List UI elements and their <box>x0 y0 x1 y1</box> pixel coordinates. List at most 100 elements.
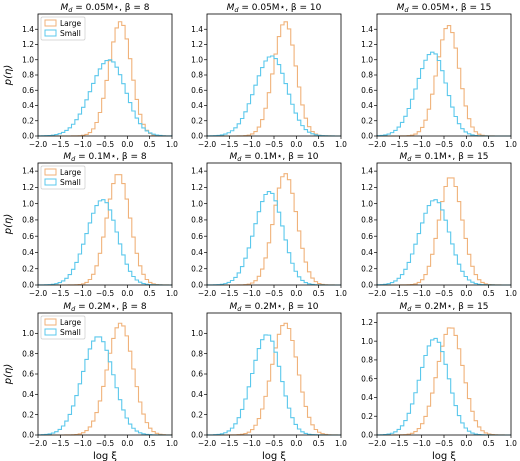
y-tick-label: 0.0 <box>361 281 373 290</box>
y-tick-label: 0.4 <box>22 101 34 110</box>
legend-swatch-small <box>44 178 57 186</box>
series-small-histogram <box>206 55 341 137</box>
y-tick-label: 0.2 <box>361 412 373 421</box>
legend-swatch-large <box>44 168 57 176</box>
x-tick-label: 0.0 <box>460 289 472 298</box>
series-large-histogram <box>377 177 511 286</box>
y-tick-label: 0.2 <box>361 116 373 125</box>
x-tick-label: 0.5 <box>313 439 325 448</box>
plot-frame <box>376 162 512 286</box>
x-tick-label: −1.5 <box>220 140 238 149</box>
y-tick-label: 0.6 <box>22 86 34 95</box>
y-tick-label: 0.2 <box>191 410 203 419</box>
x-tick-label: −1.5 <box>51 140 69 149</box>
x-tick-label: 0.0 <box>290 140 302 149</box>
x-tick-label: −2.0 <box>368 140 386 149</box>
x-tick-label: 0.0 <box>121 140 133 149</box>
legend-swatch-small <box>44 29 57 37</box>
y-tick-label: 0.8 <box>22 349 34 358</box>
x-tick-label: 0.0 <box>121 289 133 298</box>
y-tick-label: 0.6 <box>191 86 203 95</box>
y-tick-label: 0.6 <box>22 232 34 241</box>
y-tick-label: 1.0 <box>361 199 373 208</box>
y-tick-label: 1.2 <box>22 183 34 192</box>
y-tick-label: 0.6 <box>361 86 373 95</box>
x-tick-label: −1.0 <box>243 439 261 448</box>
legend-label-large: Large <box>60 318 81 327</box>
legend-label-large: Large <box>60 19 81 28</box>
legend-swatch-large <box>44 318 57 326</box>
x-tick-label: 1.0 <box>505 289 517 298</box>
y-tick-label: 0.4 <box>191 101 203 110</box>
y-tick-label: 1.4 <box>22 167 34 176</box>
y-tick-label: 1.0 <box>191 199 203 208</box>
legend-box <box>40 315 86 340</box>
x-tick-label: −2.0 <box>198 140 216 149</box>
x-tick-label: 1.0 <box>335 289 347 298</box>
x-tick-label: −1.0 <box>413 289 431 298</box>
x-tick-label: 0.0 <box>290 439 302 448</box>
y-tick-label: 0.2 <box>22 264 34 273</box>
x-tick-label: −2.0 <box>198 289 216 298</box>
y-tick-label: 1.4 <box>361 167 373 176</box>
x-tick-label: 1.0 <box>166 140 178 149</box>
x-tick-label: 0.5 <box>483 140 495 149</box>
x-tick-label: −2.0 <box>368 439 386 448</box>
x-tick-label: 1.0 <box>505 439 517 448</box>
x-tick-label: −1.5 <box>51 439 69 448</box>
panel-title: Md = 0.2M⋆, β = 10 <box>229 302 318 313</box>
x-tick-label: −1.0 <box>74 439 92 448</box>
x-tick-label: 0.5 <box>144 140 156 149</box>
y-tick-label: 1.2 <box>361 318 373 327</box>
x-tick-label: −0.5 <box>435 439 453 448</box>
series-large-histogram <box>38 322 173 436</box>
y-tick-label: 1.0 <box>22 55 34 64</box>
y-tick-label: 0.0 <box>361 132 373 141</box>
panel-4: Md = 0.1M⋆, β = 8 −2.0 −1.5 −1.0 −0.5 0.0 0.5 1… <box>3 152 178 298</box>
panel-title: Md = 0.05M⋆, β = 10 <box>227 3 322 14</box>
panel-8: Md = 0.2M⋆, β = 10 −2.0 −1.5 −1.0 −0.5 0.0 0.5… <box>191 302 347 461</box>
legend-label-small: Small <box>60 328 81 337</box>
y-tick-label: 0.0 <box>22 281 34 290</box>
y-tick-label: 0.2 <box>22 116 34 125</box>
series-large-histogram <box>207 21 341 137</box>
y-tick-label: 1.0 <box>191 329 203 338</box>
x-tick-label: 0.5 <box>144 289 156 298</box>
y-tick-label: 0.4 <box>22 248 34 257</box>
x-tick-label: 1.0 <box>166 289 178 298</box>
x-tick-label: −0.5 <box>265 439 283 448</box>
series-large-histogram <box>38 174 173 286</box>
panel-9: Md = 0.2M⋆, β = 15 −2.0 −1.5 −1.0 −0.5 0.0 0.5… <box>361 302 517 461</box>
x-tick-label: 0.5 <box>144 439 156 448</box>
y-tick-label: 0.0 <box>22 431 34 440</box>
y-tick-label: 0.8 <box>361 356 373 365</box>
series-small-histogram <box>37 336 172 436</box>
y-tick-label: 0.0 <box>191 281 203 290</box>
panel-title: Md = 0.1M⋆, β = 8 <box>63 152 147 163</box>
plot-frame <box>206 312 342 436</box>
x-tick-label: −1.0 <box>74 289 92 298</box>
y-tick-label: 0.8 <box>361 216 373 225</box>
y-tick-label: 0.6 <box>191 370 203 379</box>
y-tick-label: 0.4 <box>191 248 203 257</box>
y-tick-label: 1.4 <box>361 25 373 34</box>
x-tick-label: −1.0 <box>243 140 261 149</box>
y-tick-label: 0.4 <box>191 390 203 399</box>
x-tick-label: −0.5 <box>96 140 114 149</box>
x-tick-label: −2.0 <box>29 439 47 448</box>
panel-3: Md = 0.05M⋆, β = 15 −2.0 −1.5 −1.0 −0.5 0.0 0.… <box>361 3 517 149</box>
x-tick-label: 0.0 <box>121 439 133 448</box>
y-tick-label: 1.0 <box>361 55 373 64</box>
y-tick-label: 0.6 <box>191 232 203 241</box>
y-tick-label: 1.0 <box>22 199 34 208</box>
y-tick-label: 0.4 <box>361 393 373 402</box>
panel-6: Md = 0.1M⋆, β = 15 −2.0 −1.5 −1.0 −0.5 0.0 0.5… <box>361 152 517 298</box>
y-tick-label: 1.2 <box>361 183 373 192</box>
plot-frame <box>206 13 342 137</box>
y-tick-label: 0.0 <box>191 431 203 440</box>
x-tick-label: −1.5 <box>220 439 238 448</box>
legend-label-small: Small <box>60 178 81 187</box>
y-tick-label: 0.0 <box>191 132 203 141</box>
